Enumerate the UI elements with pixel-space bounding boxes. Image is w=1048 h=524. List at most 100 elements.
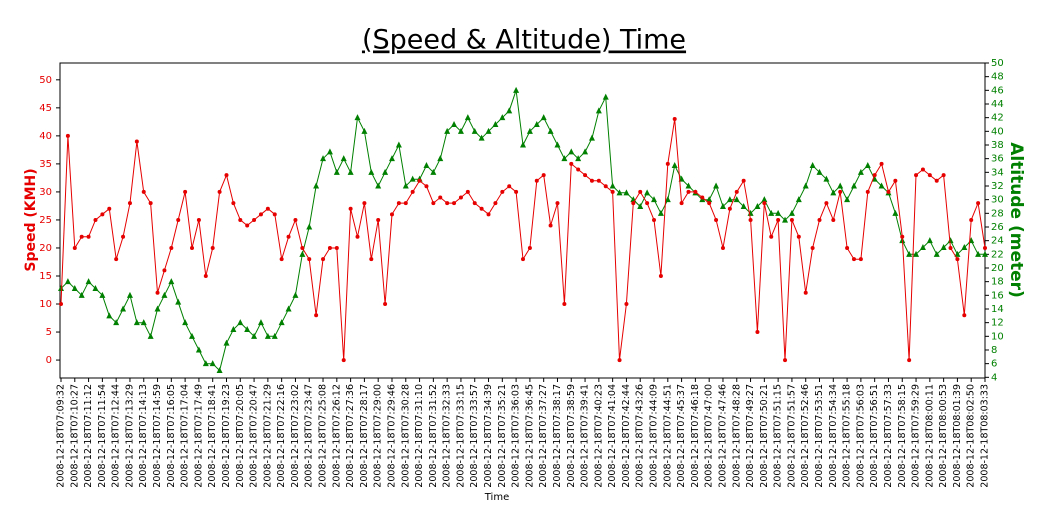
x-tick-label: 2008-12-18T07:26:12 — [331, 384, 342, 488]
triangle-marker — [657, 209, 664, 216]
y-tick-label: 45 — [39, 103, 52, 114]
triangle-marker — [223, 339, 230, 346]
x-tick-label: 2008-12-18T07:50:21 — [759, 384, 770, 488]
x-tick-label: 2008-12-18T07:48:28 — [731, 384, 742, 488]
circle-marker — [410, 189, 415, 194]
circle-marker — [610, 189, 615, 194]
triangle-marker — [795, 196, 802, 203]
x-tick-label: 2008-12-18T07:16:05 — [166, 384, 177, 488]
x-tick-label: 2008-12-18T07:41:04 — [607, 384, 618, 488]
triangle-marker — [933, 250, 940, 257]
circle-marker — [431, 201, 436, 206]
circle-marker — [624, 302, 629, 307]
circle-marker — [983, 245, 987, 250]
circle-marker — [886, 189, 891, 194]
circle-marker — [652, 217, 657, 222]
circle-marker — [183, 189, 188, 194]
triangle-marker — [237, 319, 244, 326]
circle-marker — [231, 201, 236, 206]
circle-marker — [196, 217, 201, 222]
x-tick-label: 2008-12-18T07:13:29 — [124, 384, 135, 488]
triangle-marker — [623, 189, 630, 196]
x-tick-label: 2008-12-18T08:01:39 — [952, 384, 963, 488]
triangle-marker — [754, 202, 761, 209]
y2-tick-label: 8 — [991, 345, 997, 356]
x-tick-label: 2008-12-18T07:20:05 — [235, 384, 246, 488]
triangle-marker — [216, 366, 223, 373]
triangle-marker — [464, 114, 471, 121]
triangle-marker — [147, 332, 154, 339]
circle-marker — [734, 189, 739, 194]
triangle-marker — [189, 332, 196, 339]
y2-tick-label: 16 — [991, 290, 1004, 301]
x-tick-label: 2008-12-18T07:14:59 — [152, 384, 163, 488]
triangle-marker — [526, 127, 533, 134]
circle-marker — [417, 178, 422, 183]
circle-marker — [258, 212, 263, 217]
x-tick-label: 2008-12-18T07:39:41 — [580, 384, 591, 488]
circle-marker — [479, 206, 484, 211]
triangle-marker — [471, 127, 478, 134]
x-tick-label: 2008-12-18T07:11:12 — [83, 384, 94, 488]
triangle-marker — [451, 120, 458, 127]
triangle-marker — [878, 182, 885, 189]
circle-marker — [969, 217, 974, 222]
x-tick-label: 2008-12-18T08:03:33 — [980, 384, 991, 488]
circle-marker — [541, 173, 546, 178]
y2-tick-label: 24 — [991, 236, 1004, 247]
circle-marker — [210, 245, 215, 250]
triangle-marker — [595, 107, 602, 114]
x-tick-label: 2008-12-18T07:28:17 — [359, 384, 370, 488]
triangle-marker — [457, 127, 464, 134]
circle-marker — [865, 189, 870, 194]
triangle-marker — [278, 319, 285, 326]
triangle-marker — [313, 182, 320, 189]
chart-title: (Speed & Altitude) Time — [362, 25, 686, 56]
circle-marker — [783, 358, 788, 363]
circle-marker — [665, 161, 670, 166]
x-tick-label: 2008-12-18T07:17:04 — [180, 384, 191, 488]
circle-marker — [293, 217, 298, 222]
x-tick-label: 2008-12-18T07:32:33 — [442, 384, 453, 488]
circle-marker — [948, 245, 953, 250]
x-tick-label: 2008-12-18T07:38:17 — [552, 384, 563, 488]
circle-marker — [755, 330, 760, 335]
x-tick-label: 2008-12-18T07:59:29 — [911, 384, 922, 488]
y-tick-label: 20 — [39, 243, 52, 254]
triangle-marker — [113, 319, 120, 326]
circle-marker — [658, 273, 663, 278]
x-tick-label: 2008-12-18T07:20:47 — [249, 384, 260, 488]
x-tick-label: 2008-12-18T07:10:27 — [69, 384, 80, 488]
triangle-marker — [306, 223, 313, 230]
x-tick-label: 2008-12-18T07:33:15 — [455, 384, 466, 488]
circle-marker — [920, 167, 925, 172]
circle-marker — [631, 201, 636, 206]
y2-tick-label: 6 — [991, 359, 997, 370]
y2-tick-label: 36 — [991, 154, 1004, 165]
triangle-marker — [161, 291, 168, 298]
circle-marker — [452, 201, 457, 206]
triangle-marker — [375, 182, 382, 189]
x-tick-label: 2008-12-18T07:36:03 — [511, 384, 522, 488]
triangle-marker — [761, 196, 768, 203]
triangle-marker — [347, 168, 354, 175]
x-axis-label: Time — [484, 492, 509, 503]
circle-marker — [307, 257, 312, 262]
circle-marker — [114, 257, 119, 262]
triangle-marker — [506, 107, 513, 114]
triangle-marker — [926, 237, 933, 244]
triangle-marker — [106, 312, 113, 319]
x-tick-label: 2008-12-18T08:00:53 — [938, 384, 949, 488]
y-tick-label: 5 — [46, 327, 52, 338]
triangle-marker — [671, 161, 678, 168]
triangle-marker — [168, 278, 175, 285]
x-tick-label: 2008-12-18T07:44:51 — [662, 384, 673, 488]
x-tick-label: 2008-12-18T07:11:54 — [97, 384, 108, 488]
x-tick-label: 2008-12-18T07:31:10 — [414, 384, 425, 488]
y2-axis-label: Altitude (meter) — [1006, 142, 1026, 298]
x-tick-label: 2008-12-18T07:43:26 — [635, 384, 646, 488]
circle-marker — [148, 201, 153, 206]
triangle-marker — [719, 202, 726, 209]
triangle-marker — [264, 332, 271, 339]
circle-marker — [190, 245, 195, 250]
